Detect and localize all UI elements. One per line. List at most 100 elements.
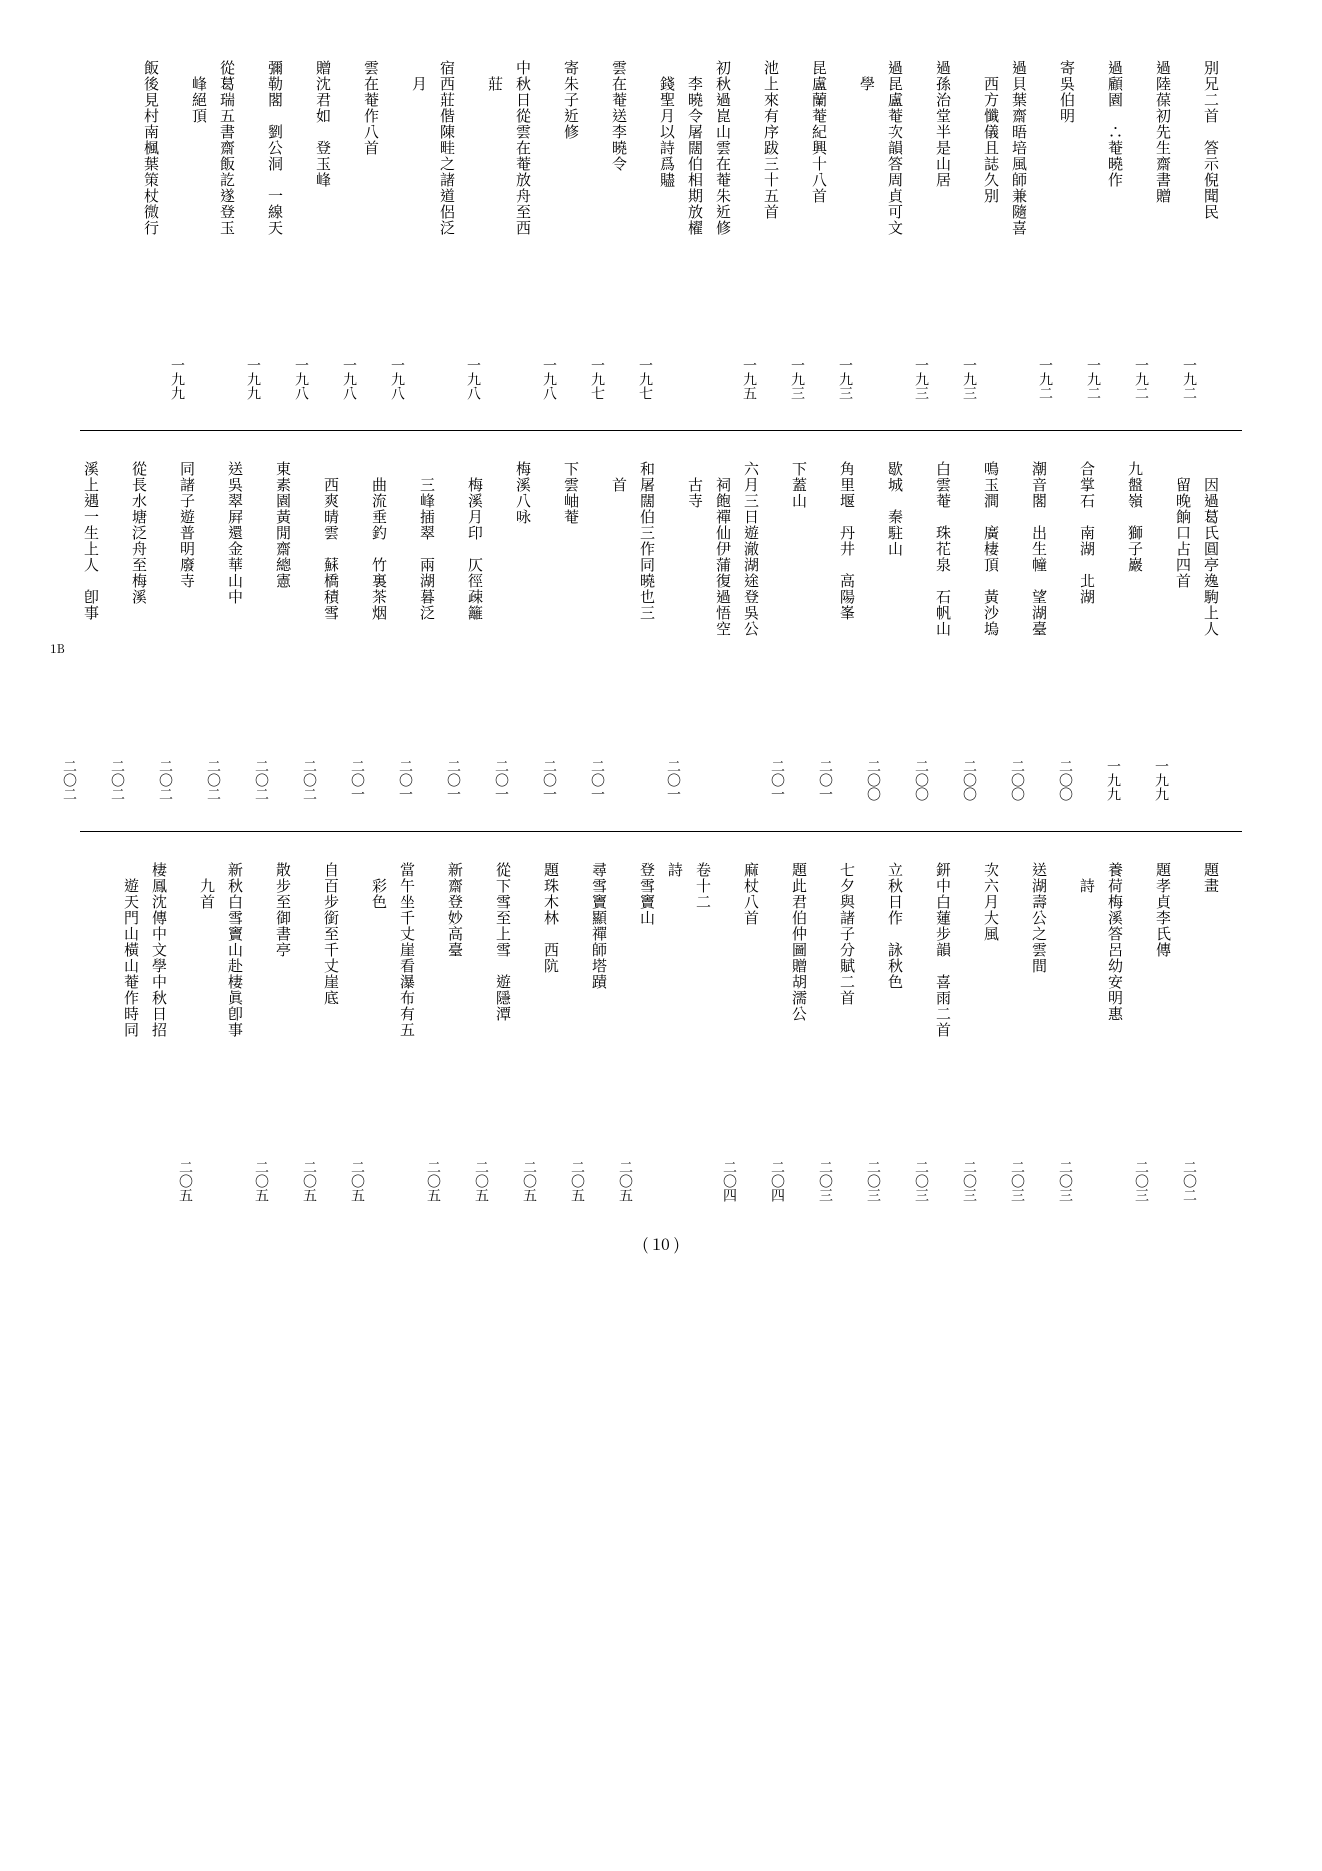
toc-entry: 卷十二 bbox=[692, 862, 714, 1202]
side-marker: 1B bbox=[50, 640, 65, 657]
entry-title: 學 bbox=[856, 60, 878, 92]
entry-title: 宿西莊偕陳畦之諸道侶泛 bbox=[436, 60, 458, 236]
document-content: 別兄二首 答示倪聞民一九二過陸葆初先生齋書贈一九二過顧園 ∴菴曉作一九二寄吳伯明… bbox=[80, 60, 1242, 1202]
entry-page-number: 一九八 bbox=[340, 358, 360, 400]
toc-entry: 新秋白雪竇山赴棲眞卽事 bbox=[224, 862, 246, 1202]
entry-page-number: 二〇二 bbox=[156, 759, 176, 801]
toc-entry: 遊天門山橫山菴作時同 bbox=[120, 862, 142, 1202]
toc-entry: 題此君伯仲圖贈胡濡公二〇四 bbox=[768, 862, 810, 1202]
entry-page-number: 一九三 bbox=[836, 358, 856, 400]
entry-page-number: 二〇二 bbox=[300, 759, 320, 801]
entry-title: 雲在菴作八首 bbox=[360, 60, 382, 156]
entry-title: 過孫治堂半是山居 bbox=[932, 60, 954, 188]
toc-entry: 從葛瑞五書齋飯訖遂登玉 bbox=[216, 60, 238, 400]
entry-title: 錢聖月以詩爲贐 bbox=[656, 60, 678, 188]
entry-page-number: 二〇五 bbox=[424, 1160, 444, 1202]
entry-title: 過昆盧菴次韻答周貞可文 bbox=[884, 60, 906, 236]
entry-title: 詩 bbox=[1076, 862, 1098, 894]
toc-entry: 宿西莊偕陳畦之諸道侶泛 bbox=[436, 60, 458, 400]
toc-entry: 九首二〇五 bbox=[176, 862, 218, 1202]
entry-page-number: 二〇四 bbox=[768, 1160, 788, 1202]
entry-page-number: 二〇五 bbox=[472, 1160, 492, 1202]
entry-title: 九盤嶺 獅子巖 bbox=[1124, 461, 1146, 573]
entry-page-number: 二〇一 bbox=[540, 759, 560, 801]
toc-entry: 莊一九八 bbox=[464, 60, 506, 400]
entry-page-number: 二〇五 bbox=[520, 1160, 540, 1202]
entry-title: 初秋過崑山雲在菴朱近修 bbox=[712, 60, 734, 236]
toc-entry: 彩色二〇五 bbox=[348, 862, 390, 1202]
entry-page-number: 二〇五 bbox=[348, 1160, 368, 1202]
toc-entry: 過孫治堂半是山居一九三 bbox=[912, 60, 954, 400]
entry-page-number: 二〇〇 bbox=[1056, 759, 1076, 801]
entry-title: 題孝貞李氏傳 bbox=[1152, 862, 1174, 958]
toc-entry: 梅溪八咏二〇一 bbox=[492, 461, 534, 801]
entry-title: 月 bbox=[408, 60, 430, 92]
entry-title: 卷十二 bbox=[692, 862, 714, 910]
entry-page-number: 二〇一 bbox=[664, 759, 684, 801]
entry-page-number: 一九九 bbox=[168, 358, 188, 400]
entry-title: 溪上遇一生上人 卽事 bbox=[80, 461, 102, 621]
toc-entry: 留晚餉口占四首一九九 bbox=[1152, 461, 1194, 801]
section-1: 因過葛氏圓亭逸駒上人 留晚餉口占四首一九九九盤嶺 獅子巖一九九合掌石 南湖 北湖… bbox=[80, 461, 1242, 801]
entry-page-number: 二〇二 bbox=[204, 759, 224, 801]
entry-title: 寄吳伯明 bbox=[1056, 60, 1078, 124]
toc-entry: 養荷梅溪答呂幼安明惠 bbox=[1104, 862, 1126, 1202]
entry-title: 西爽晴雲 蘇橋積雪 bbox=[320, 461, 342, 621]
entry-title: 棲鳳沈傳中文學中秋日招 bbox=[148, 862, 170, 1038]
entry-page-number: 一九七 bbox=[636, 358, 656, 400]
entry-page-number: 二〇一 bbox=[768, 759, 788, 801]
entry-title: 鳴玉澗 廣棲頂 黃沙塢 bbox=[980, 461, 1002, 637]
entry-title: 尋雪竇顯禪師塔蹟 bbox=[588, 862, 610, 990]
toc-entry: 彌勒閣 劉公洞 一線天一九九 bbox=[244, 60, 286, 400]
toc-entry: 送吳翠屛還金華山中二〇二 bbox=[204, 461, 246, 801]
entry-page-number: 二〇四 bbox=[720, 1160, 740, 1202]
entry-title: 下蓋山 bbox=[788, 461, 810, 509]
entry-title: 送吳翠屛還金華山中 bbox=[224, 461, 246, 605]
entry-title: 昆盧蘭菴紀興十八首 bbox=[808, 60, 830, 204]
toc-entry: 下雲岫菴二〇一 bbox=[540, 461, 582, 801]
toc-entry: 從下雪至上雪 遊隱潭二〇五 bbox=[472, 862, 514, 1202]
entry-page-number: 二〇一 bbox=[444, 759, 464, 801]
toc-entry: 中秋日從雲在菴放舟至西 bbox=[512, 60, 534, 400]
toc-entry: 角里堰 丹井 高陽峯二〇一 bbox=[816, 461, 858, 801]
entry-title: 當午坐千丈崖看瀑布有五 bbox=[396, 862, 418, 1038]
toc-entry: 首二〇一 bbox=[588, 461, 630, 801]
entry-page-number: 二〇〇 bbox=[1008, 759, 1028, 801]
entry-title: 飯後見村南楓葉策杖微行 bbox=[140, 60, 162, 236]
entry-page-number: 二〇五 bbox=[300, 1160, 320, 1202]
toc-entry: 詩二〇三 bbox=[1056, 862, 1098, 1202]
entry-title: 峰絕頂 bbox=[188, 60, 210, 124]
section-0: 別兄二首 答示倪聞民一九二過陸葆初先生齋書贈一九二過顧園 ∴菴曉作一九二寄吳伯明… bbox=[80, 60, 1242, 400]
entry-page-number: 二〇三 bbox=[960, 1160, 980, 1202]
toc-entry: 下蓋山二〇一 bbox=[768, 461, 810, 801]
entry-title: 梅溪八咏 bbox=[512, 461, 534, 525]
entry-title: 西方懺儀且誌久別 bbox=[980, 60, 1002, 204]
entry-title: 雲在菴送李曉令 bbox=[608, 60, 630, 172]
toc-entry: 溪上遇一生上人 卽事二〇二 bbox=[60, 461, 102, 801]
entry-page-number: 一九九 bbox=[1104, 759, 1124, 801]
entry-title: 白雲菴 珠花泉 石帆山 bbox=[932, 461, 954, 637]
entry-title: 過貝葉齋晤培風師兼隨喜 bbox=[1008, 60, 1030, 236]
entry-title: 七夕與諸子分賦二首 bbox=[836, 862, 858, 1006]
entry-page-number: 一九二 bbox=[1132, 358, 1152, 400]
entry-title: 同諸子遊普明廢寺 bbox=[176, 461, 198, 589]
toc-entry: 新齋登妙高臺二〇五 bbox=[424, 862, 466, 1202]
toc-entry: 贈沈君如 登玉峰一九八 bbox=[292, 60, 334, 400]
entry-page-number: 二〇二 bbox=[1180, 1160, 1200, 1202]
toc-entry: 因過葛氏圓亭逸駒上人 bbox=[1200, 461, 1222, 801]
entry-title: 歇城 秦駐山 bbox=[884, 461, 906, 557]
entry-title: 彩色 bbox=[368, 862, 390, 910]
entry-title: 首 bbox=[608, 461, 630, 493]
toc-entry: 錢聖月以詩爲贐一九七 bbox=[636, 60, 678, 400]
entry-title: 留晚餉口占四首 bbox=[1172, 461, 1194, 589]
toc-entry: 登雪竇山二〇五 bbox=[616, 862, 658, 1202]
toc-entry: 潮音閣 出生幢 望湖臺二〇〇 bbox=[1008, 461, 1050, 801]
toc-entry: 鳴玉澗 廣棲頂 黃沙塢二〇〇 bbox=[960, 461, 1002, 801]
section-divider bbox=[80, 430, 1242, 431]
entry-title: 題畫 bbox=[1200, 862, 1222, 894]
toc-entry: 送湖壽公之雲間二〇三 bbox=[1008, 862, 1050, 1202]
toc-entry: 初秋過崑山雲在菴朱近修 bbox=[712, 60, 734, 400]
entry-title: 麻杖八首 bbox=[740, 862, 762, 926]
toc-entry: 東素園黃閒齋總憲二〇二 bbox=[252, 461, 294, 801]
entry-page-number: 一九二 bbox=[1036, 358, 1056, 400]
